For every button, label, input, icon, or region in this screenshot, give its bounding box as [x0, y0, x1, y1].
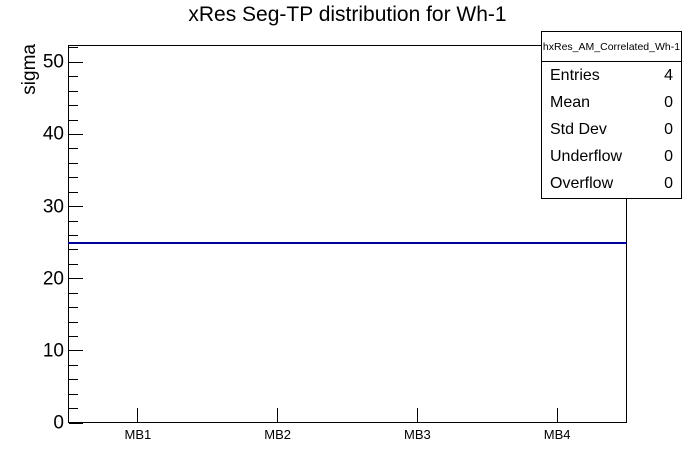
- stats-row: Entries 4: [542, 62, 681, 89]
- y-minor-tick: [69, 249, 78, 251]
- stats-box-title: hxRes_AM_Correlated_Wh-1: [542, 32, 681, 62]
- x-tick: [416, 408, 418, 422]
- y-minor-tick: [69, 234, 78, 236]
- y-minor-tick: [69, 364, 78, 366]
- stats-row: Underflow 0: [542, 144, 681, 171]
- stats-row-value: 0: [664, 93, 673, 111]
- y-minor-tick: [69, 162, 78, 164]
- histogram-line: [68, 241, 208, 244]
- stats-row: Std Dev 0: [542, 116, 681, 143]
- y-minor-tick: [69, 220, 78, 222]
- stats-row: Overflow 0: [542, 171, 681, 198]
- y-major-tick: [69, 133, 83, 135]
- stats-box: hxRes_AM_Correlated_Wh-1 Entries 4 Mean 0 St…: [541, 31, 682, 199]
- y-major-tick: [69, 422, 83, 424]
- y-tick-label: 0: [53, 412, 64, 434]
- stats-row: Mean 0: [542, 89, 681, 116]
- x-tick-label: MB3: [404, 427, 431, 442]
- y-minor-tick: [69, 292, 78, 294]
- y-minor-tick: [69, 263, 78, 265]
- y-minor-tick: [69, 408, 78, 410]
- y-tick-label: 50: [42, 51, 64, 73]
- histogram-line: [487, 241, 627, 244]
- y-tick-label: 10: [42, 340, 64, 362]
- stats-row-label: Mean: [550, 93, 591, 111]
- y-tick-label: 40: [42, 123, 64, 145]
- y-minor-tick: [69, 321, 78, 323]
- x-tick-label: MB1: [124, 427, 152, 442]
- x-tick: [277, 408, 279, 422]
- y-tick-label: 30: [42, 196, 64, 218]
- chart-title: xRes Seg-TP distribution for Wh-1: [188, 3, 507, 26]
- stats-row-value: 4: [664, 66, 673, 84]
- y-minor-tick: [69, 191, 78, 193]
- stats-box-rows: Entries 4 Mean 0 Std Dev 0 Underflow 0 Overflow 0: [542, 62, 681, 198]
- y-minor-tick: [69, 47, 78, 49]
- x-tick: [137, 408, 139, 422]
- stats-row-value: 0: [664, 121, 673, 138]
- y-major-tick: [69, 206, 83, 208]
- y-minor-tick: [69, 335, 78, 337]
- x-tick: [556, 408, 558, 422]
- x-tick-label: MB2: [264, 427, 291, 442]
- stats-row-label: Overflow: [550, 175, 614, 193]
- y-minor-tick: [69, 307, 78, 309]
- y-major-tick: [69, 61, 83, 63]
- y-minor-tick: [69, 76, 78, 78]
- plot-frame: [68, 45, 627, 423]
- stats-row-value: 0: [664, 175, 673, 193]
- y-minor-tick: [69, 90, 78, 92]
- stats-row-value: 0: [664, 148, 673, 166]
- stats-row-label: Std Dev: [550, 121, 607, 138]
- y-minor-tick: [69, 393, 78, 395]
- histogram-line: [347, 241, 488, 244]
- x-tick-label: MB4: [543, 427, 571, 442]
- stats-row-label: Underflow: [550, 148, 623, 166]
- y-major-tick: [69, 278, 83, 280]
- stats-row-label: Entries: [550, 66, 600, 84]
- y-minor-tick: [69, 379, 78, 381]
- histogram-line: [207, 241, 348, 244]
- y-minor-tick: [69, 119, 78, 121]
- y-minor-tick: [69, 177, 78, 179]
- y-major-tick: [69, 350, 83, 352]
- y-minor-tick: [69, 148, 78, 150]
- y-tick-label: 20: [42, 268, 64, 290]
- y-minor-tick: [69, 105, 78, 107]
